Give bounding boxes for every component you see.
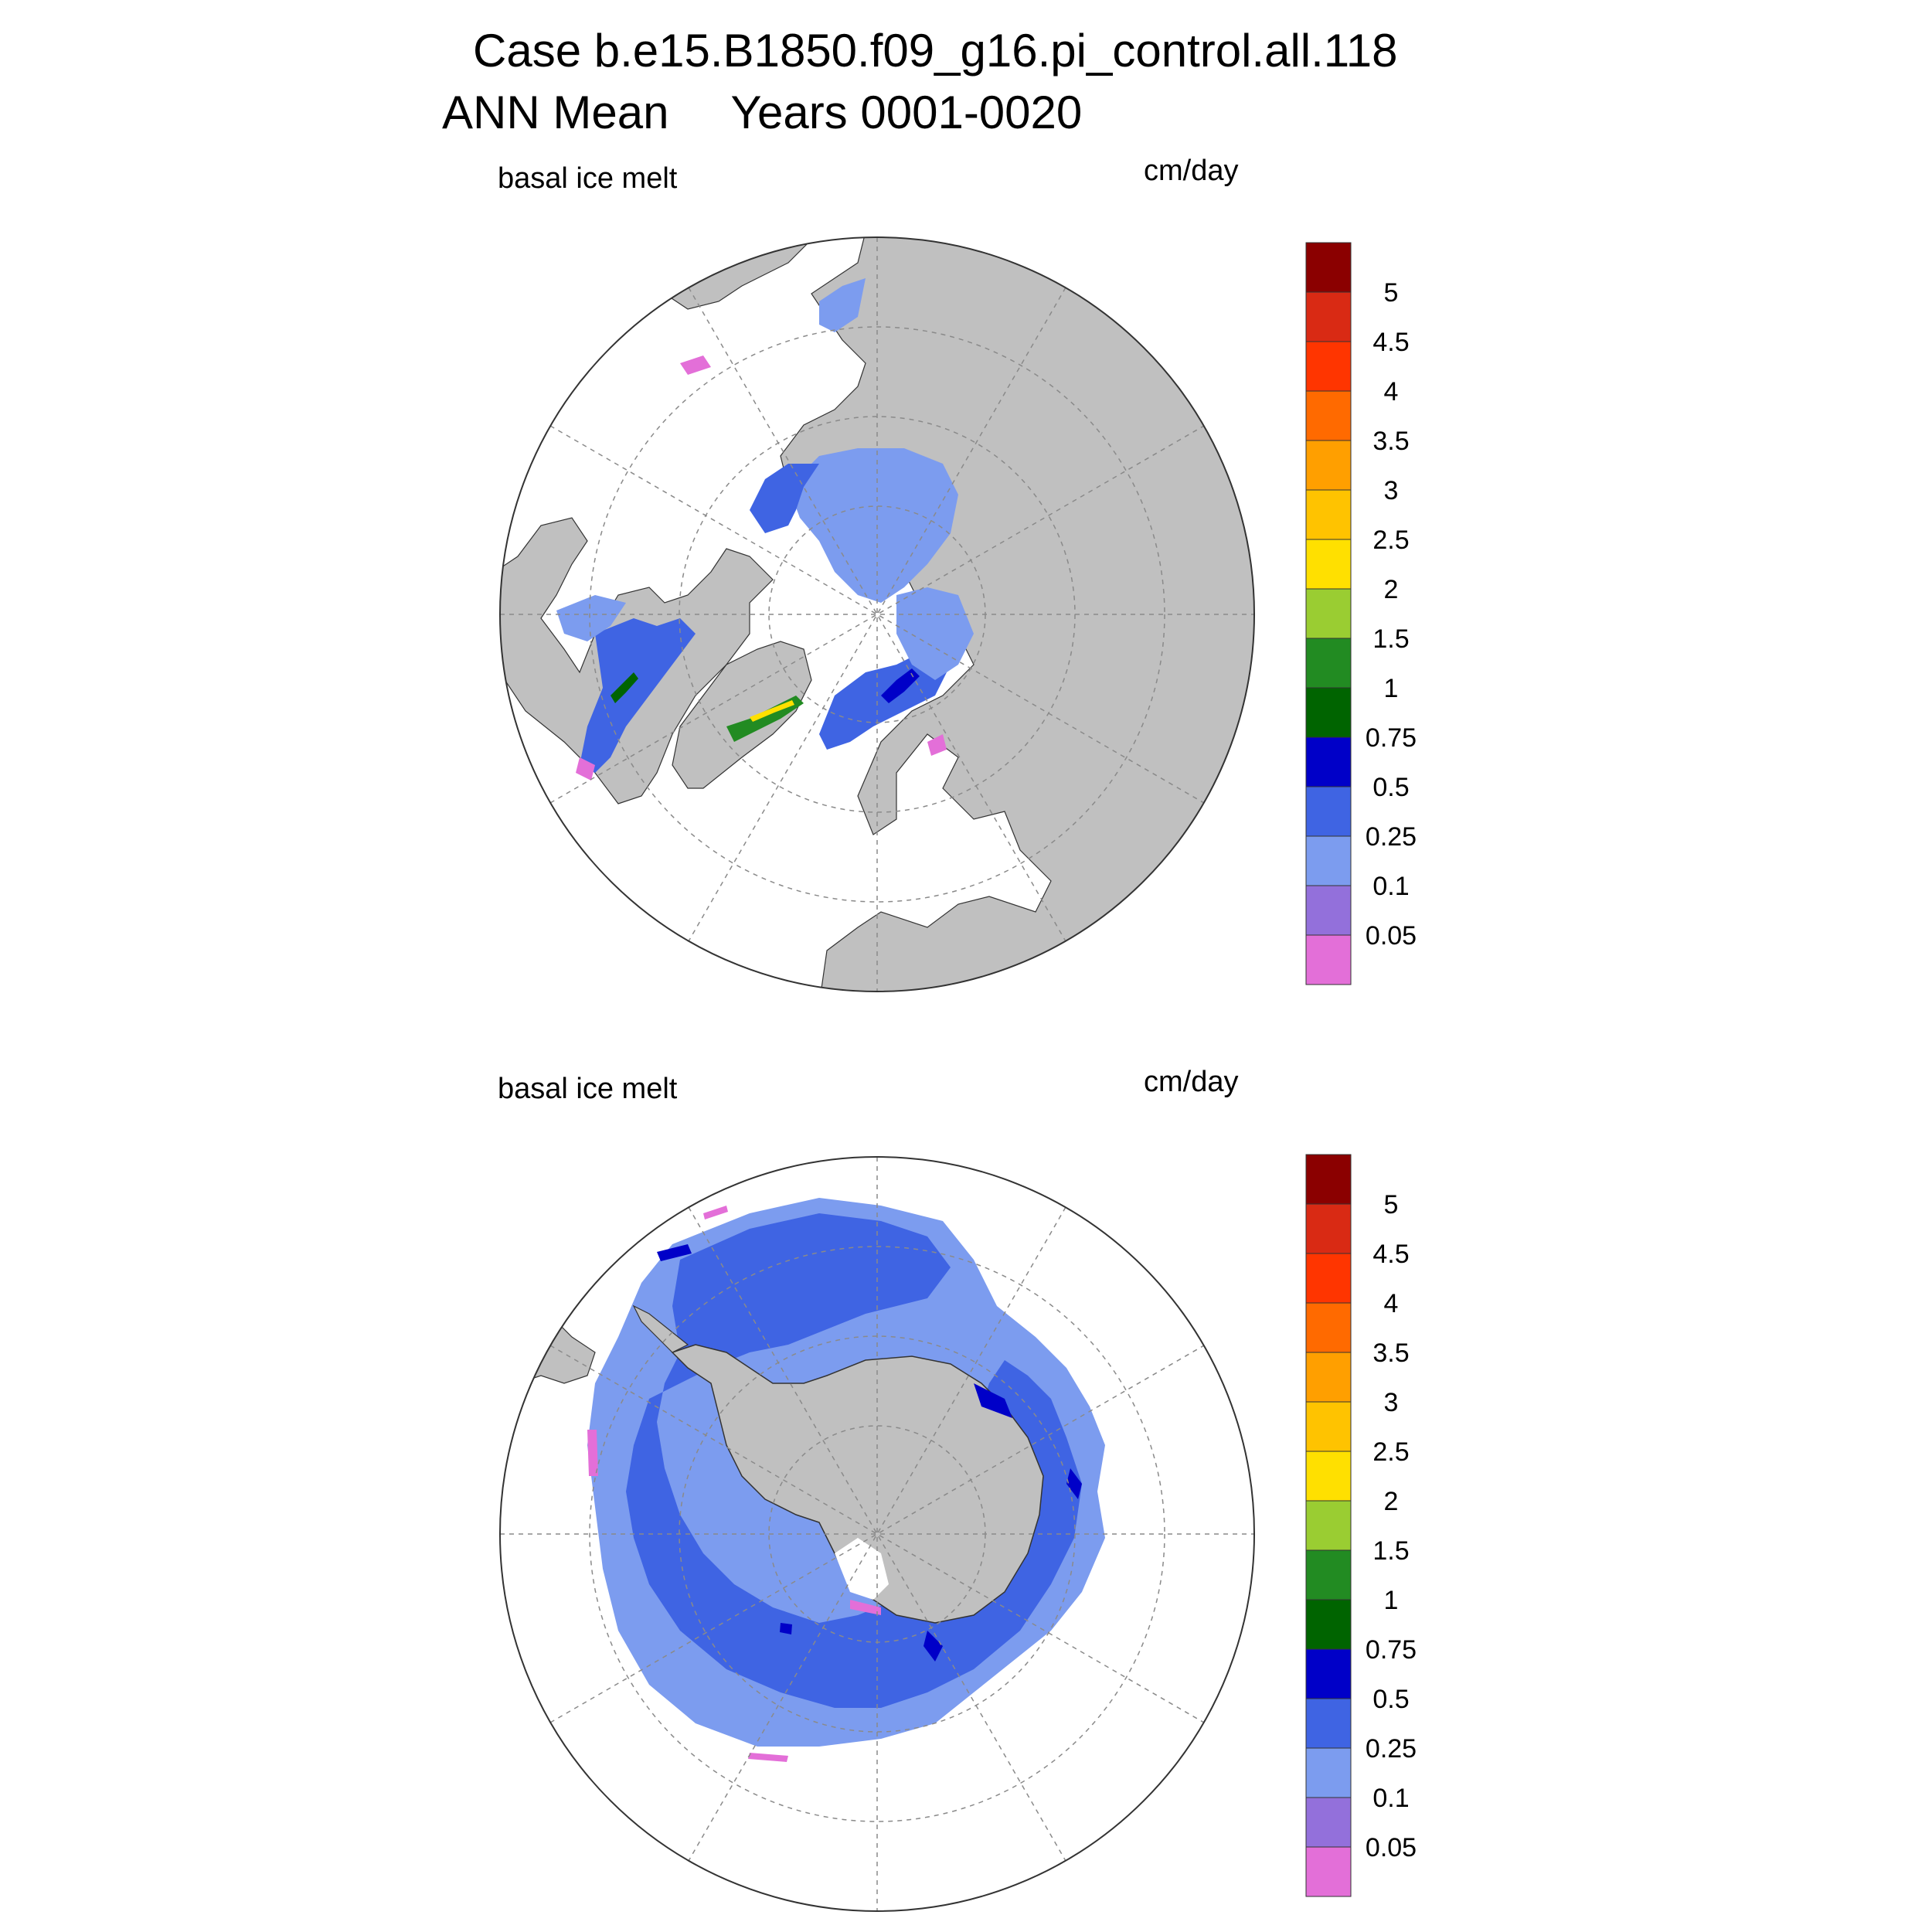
south-colorbar-box <box>1305 1648 1352 1699</box>
north-ice-medium-arctic <box>750 464 819 533</box>
north-colorbar-tick-label: 0.75 <box>1366 723 1417 753</box>
north-colorbar-box <box>1305 341 1352 392</box>
north-colorbar-box <box>1305 885 1352 936</box>
south-melt-darkblue-2 <box>974 1383 1012 1418</box>
south-colorbar-box <box>1305 1698 1352 1749</box>
south-colorbar-tick-label: 4 <box>1384 1289 1399 1318</box>
south-melt-darkblue-3 <box>1066 1468 1082 1499</box>
plot-title-case: Case b.e15.B1850.f09_g16.pi_control.all.… <box>473 25 1398 77</box>
north-variable-label: basal ice melt <box>498 162 678 195</box>
north-map-border <box>499 236 1255 992</box>
north-colorbar-tick-label: 3 <box>1384 476 1399 505</box>
south-colorbar-box <box>1305 1253 1352 1304</box>
south-colorbar-tick-label: 3.5 <box>1372 1338 1409 1368</box>
north-colorbar-tick-label: 2 <box>1384 575 1399 604</box>
south-colorbar-tick-label: 2.5 <box>1372 1437 1409 1467</box>
north-ice-barents <box>896 587 974 680</box>
north-colorbar-box <box>1305 786 1352 837</box>
south-colorbar-box <box>1305 1797 1352 1848</box>
north-melt-band-labrador <box>611 672 638 703</box>
north-melt-band-yellow <box>750 700 794 722</box>
north-colorbar-box <box>1305 489 1352 540</box>
south-colorbar-tick-label: 0.75 <box>1366 1635 1417 1665</box>
south-colorbar-box <box>1305 1549 1352 1600</box>
south-polar-map <box>499 1156 1255 1912</box>
north-colorbar-tick-label: 5 <box>1384 278 1399 308</box>
south-variable-label: basal ice melt <box>498 1073 678 1105</box>
north-colorbar-box <box>1305 835 1352 886</box>
north-edge-pink-1 <box>576 757 595 781</box>
south-map-border <box>499 1156 1255 1912</box>
south-edge-pink-2 <box>748 1753 788 1762</box>
north-ice-labrador <box>580 618 696 773</box>
north-land-eurasia <box>780 237 1254 992</box>
south-colorbar-tick-label: 0.05 <box>1366 1833 1417 1862</box>
period-label: ANN Mean <box>442 87 669 138</box>
north-colorbar-tick-label: 0.05 <box>1366 921 1417 951</box>
north-graticule <box>500 237 1254 992</box>
north-colorbar-box <box>1305 687 1352 738</box>
south-colorbar-tick-label: 3 <box>1384 1388 1399 1417</box>
south-colorbar-box <box>1305 1747 1352 1798</box>
north-colorbar-tick-label: 4 <box>1384 377 1399 406</box>
north-polar-map <box>499 236 1255 992</box>
north-colorbar-box <box>1305 390 1352 441</box>
south-colorbar-box <box>1305 1500 1352 1551</box>
north-colorbar-box <box>1305 291 1352 342</box>
south-colorbar-box <box>1305 1352 1352 1403</box>
north-colorbar-box <box>1305 440 1352 491</box>
south-colorbar-box <box>1305 1302 1352 1353</box>
south-colorbar-tick-label: 0.5 <box>1372 1685 1409 1714</box>
south-edge-pink-4 <box>703 1206 728 1219</box>
years-label: Years 0001-0020 <box>730 87 1083 138</box>
north-melt-band-darkblue <box>881 668 920 703</box>
plot-title-period: ANN Mean Years 0001-0020 <box>442 90 1082 136</box>
south-colorbar-box <box>1305 1599 1352 1650</box>
north-colorbar-tick-label: 0.1 <box>1372 872 1409 901</box>
south-colorbar-tick-label: 0.1 <box>1372 1784 1409 1813</box>
south-colorbar-tick-label: 1.5 <box>1372 1536 1409 1566</box>
south-ice-shelf-ross <box>835 1538 889 1600</box>
north-colorbar: 0.05 0.1 0.25 0.5 0.75 1 1.5 2 2.5 3 3.5 4 4.5 5 <box>1305 242 1417 985</box>
north-colorbar-box <box>1305 638 1352 689</box>
north-ice-central <box>788 448 958 603</box>
south-colorbar-tick-label: 0.25 <box>1366 1734 1417 1764</box>
north-colorbar-box <box>1305 539 1352 590</box>
north-colorbar-tick-label: 0.25 <box>1366 822 1417 852</box>
south-colorbar-box <box>1305 1846 1352 1897</box>
south-colorbar-box <box>1305 1203 1352 1254</box>
south-graticule <box>500 1157 1254 1911</box>
north-ice-okhotsk <box>819 278 866 332</box>
south-melt-darkblue-1 <box>657 1244 692 1261</box>
north-colorbar-box <box>1305 736 1352 787</box>
south-colorbar-box <box>1305 1401 1352 1452</box>
south-units-label: cm/day <box>1144 1066 1239 1098</box>
north-edge-pink-3 <box>927 734 947 756</box>
north-colorbar-tick-label: 4.5 <box>1372 328 1409 357</box>
south-colorbar-box <box>1305 1451 1352 1502</box>
north-colorbar-tick-label: 3.5 <box>1372 427 1409 456</box>
south-colorbar-tick-label: 5 <box>1384 1190 1399 1219</box>
south-colorbar-tick-label: 4.5 <box>1372 1240 1409 1269</box>
north-colorbar-tick-label: 0.5 <box>1372 773 1409 802</box>
north-colorbar-tick-label: 1.5 <box>1372 624 1409 654</box>
south-edge-pink-3 <box>850 1600 881 1615</box>
north-ice-hudson <box>556 595 626 641</box>
north-units-label: cm/day <box>1144 155 1239 187</box>
south-colorbar-tick-label: 1 <box>1384 1586 1399 1615</box>
north-colorbar-box <box>1305 242 1352 293</box>
south-colorbar-box <box>1305 1154 1352 1205</box>
north-edge-pink-2 <box>680 355 711 375</box>
north-land-greenland <box>672 641 812 789</box>
north-colorbar-box <box>1305 588 1352 639</box>
south-melt-darkblue-5 <box>780 1623 792 1634</box>
north-colorbar-tick-label: 2.5 <box>1372 526 1409 555</box>
north-colorbar-box <box>1305 934 1352 985</box>
south-edge-pink-1 <box>587 1430 598 1476</box>
south-land-peninsula <box>632 1304 689 1353</box>
south-colorbar-tick-label: 2 <box>1384 1487 1399 1516</box>
south-colorbar: 0.05 0.1 0.25 0.5 0.75 1 1.5 2 2.5 3 3.5 4 4.5 5 <box>1305 1154 1417 1897</box>
south-melt-darkblue-4 <box>923 1631 943 1662</box>
north-colorbar-tick-label: 1 <box>1384 674 1399 703</box>
